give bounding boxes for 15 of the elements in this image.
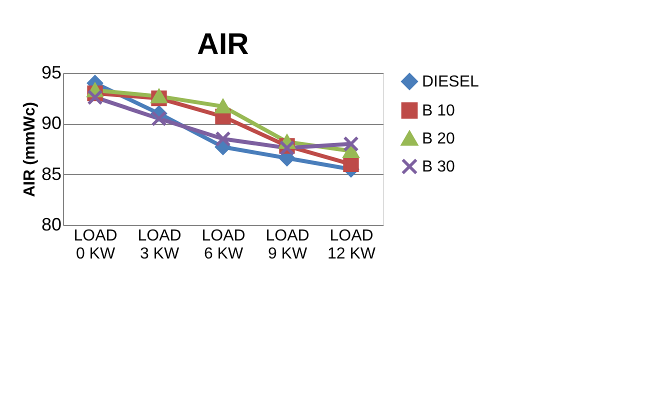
legend-label: B 30 (422, 158, 456, 176)
y-tick-label: 80 (41, 214, 62, 234)
x-tick-label: LOAD 9 KW (266, 228, 310, 262)
y-tick-label: 95 (41, 62, 62, 82)
y-axis-title: AIR (mmWc) (21, 102, 38, 198)
legend-label: DIESEL (422, 74, 480, 90)
y-tick-label: 90 (41, 113, 62, 134)
x-tick-label: LOAD 3 KW (138, 228, 182, 262)
chart-title: AIR (197, 28, 250, 61)
y-tick-label: 85 (41, 164, 62, 184)
x-tick-label: LOAD 0 KW (74, 228, 118, 262)
x-tick-label: LOAD 6 KW (202, 228, 246, 262)
legend-label: B 20 (422, 130, 456, 148)
legend-label: B 10 (422, 102, 456, 120)
x-tick-label: LOAD 12 KW (327, 228, 376, 262)
